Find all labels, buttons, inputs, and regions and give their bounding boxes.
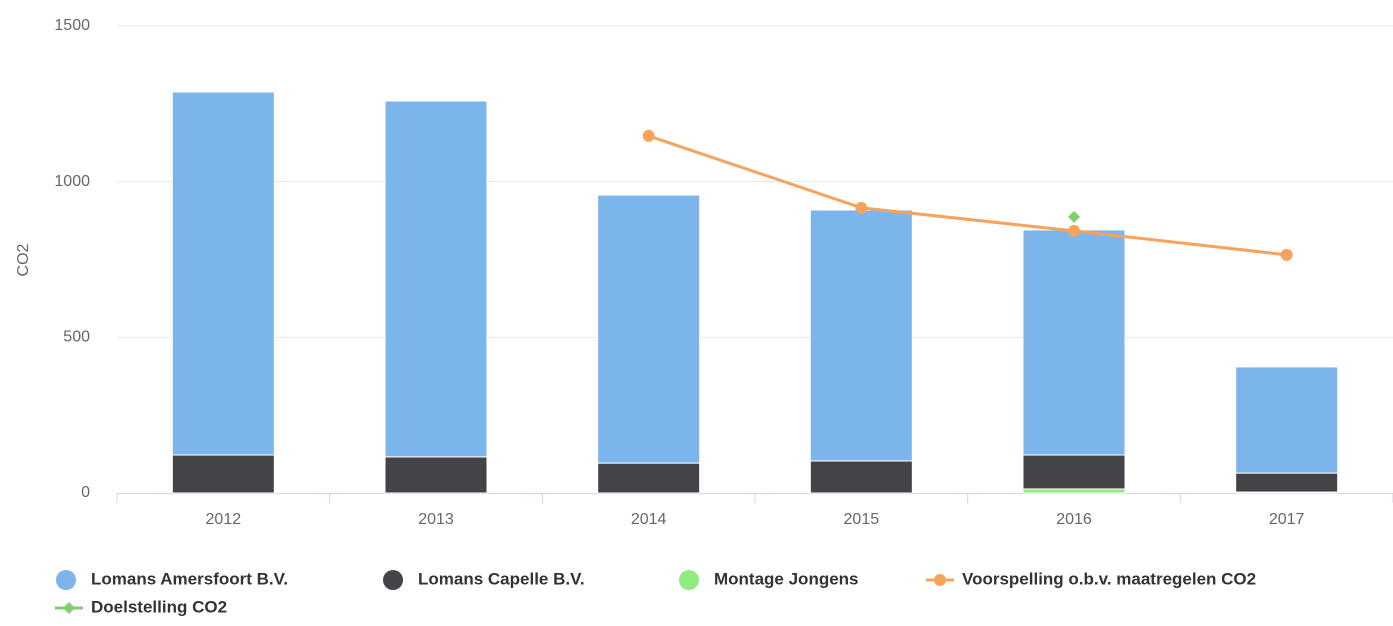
bar	[809, 209, 913, 462]
point	[1068, 210, 1080, 223]
y-axis-title: CO2	[15, 243, 32, 276]
legend-label: Lomans Capelle B.V.	[418, 569, 585, 588]
bar	[809, 460, 913, 494]
x-tick-label: 2015	[844, 511, 880, 528]
point	[1280, 248, 1293, 261]
legend-marker	[63, 602, 75, 614]
x-tick-label: 2012	[206, 511, 242, 528]
y-tick-label: 500	[63, 329, 90, 346]
y-tick-label: 1000	[54, 173, 90, 190]
legend-marker	[934, 574, 946, 586]
line	[648, 134, 1287, 257]
bar	[1235, 472, 1339, 493]
bar	[384, 456, 488, 494]
legend-marker	[56, 570, 76, 590]
legend-label: Montage Jongens	[714, 569, 859, 588]
bar	[1022, 454, 1126, 490]
legend-label: Lomans Amersfoort B.V.	[91, 569, 288, 588]
y-tick-label: 0	[81, 484, 90, 501]
bar	[171, 454, 275, 494]
legend-label: Doelstelling CO2	[91, 597, 227, 616]
legend-marker	[383, 570, 403, 590]
x-tick-label: 2014	[631, 511, 667, 528]
bar	[1022, 229, 1126, 456]
point	[855, 201, 868, 214]
bar	[384, 100, 488, 458]
bar	[1022, 488, 1126, 494]
bar	[171, 91, 275, 456]
legend-label: Voorspelling o.b.v. maatregelen CO2	[962, 569, 1256, 588]
bar	[597, 462, 701, 494]
bar	[1235, 366, 1339, 474]
y-tick-label: 1500	[54, 17, 90, 34]
bar	[597, 194, 701, 464]
point	[642, 129, 655, 142]
x-tick-label: 2016	[1056, 511, 1092, 528]
x-tick-label: 2013	[418, 511, 454, 528]
point	[1068, 224, 1080, 237]
x-tick-label: 2017	[1269, 511, 1305, 528]
legend-marker	[679, 570, 699, 590]
